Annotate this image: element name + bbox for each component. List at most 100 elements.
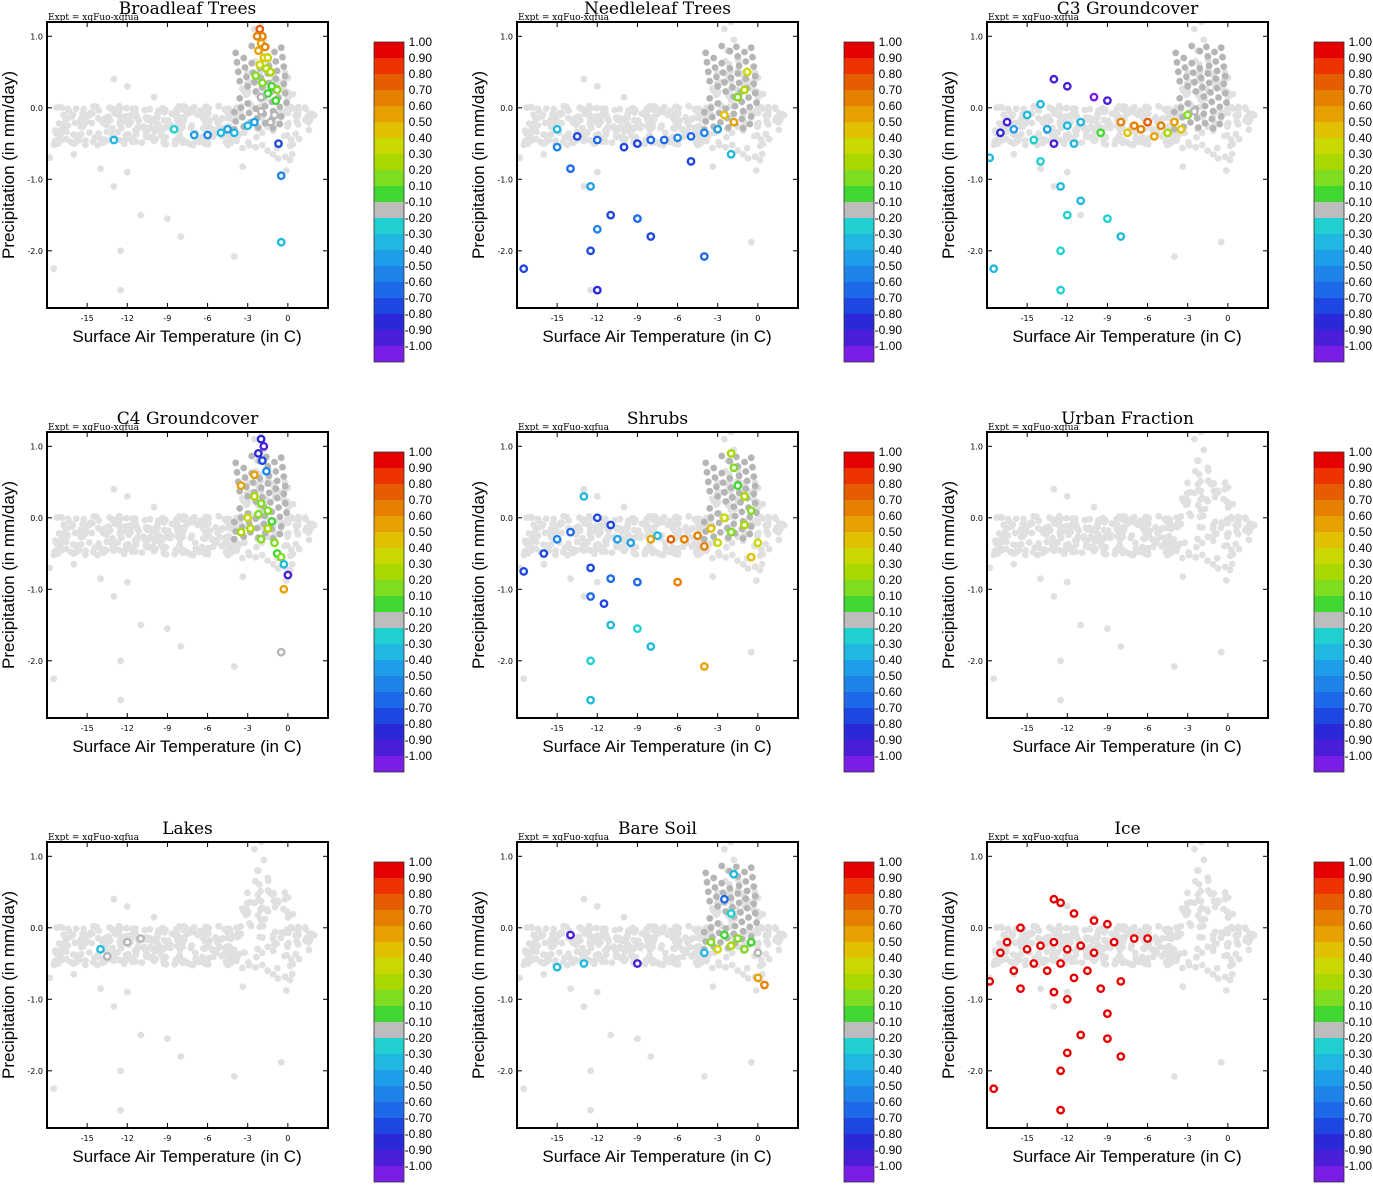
background-point	[1004, 532, 1012, 539]
background-point	[258, 949, 266, 957]
y-axis-label: Precipitation (in mm/day)	[939, 71, 958, 259]
colorbar-label: 1.00	[879, 855, 903, 869]
data-point	[267, 517, 277, 526]
neutral-point	[718, 59, 726, 67]
background-point	[129, 925, 137, 932]
colorbar-bin	[1314, 580, 1344, 596]
background-point	[775, 946, 783, 954]
neutral-point	[718, 469, 726, 477]
background-point	[762, 540, 770, 548]
background-point	[210, 946, 217, 953]
colorbar-label: -0.40	[405, 1063, 433, 1077]
neutral-point	[730, 520, 738, 528]
colorbar-label: 0.30	[409, 557, 433, 571]
colorbar-bin	[844, 1150, 874, 1166]
background-point	[1092, 545, 1100, 553]
data-point	[1062, 210, 1072, 220]
background-point	[160, 958, 168, 966]
neutral-point	[727, 74, 735, 82]
data-point	[249, 491, 259, 501]
colorbar-bin	[374, 500, 404, 516]
colorbar-bin	[1314, 644, 1344, 660]
panel-title: C4 Groundcover	[117, 409, 259, 429]
neutral-point	[244, 493, 252, 500]
background-point	[709, 983, 717, 990]
background-point	[682, 114, 689, 121]
colorbar-bin	[374, 250, 404, 266]
background-point	[751, 563, 759, 571]
background-point	[1098, 516, 1105, 523]
background-point	[1100, 548, 1108, 556]
background-point	[65, 517, 73, 525]
colorbar-bin	[1314, 548, 1344, 564]
background-point	[201, 125, 209, 133]
background-point	[1200, 36, 1208, 44]
x-tick-label: -3	[244, 1134, 252, 1143]
neutral-point	[1217, 44, 1225, 52]
background-point	[283, 951, 291, 959]
neutral-point	[713, 483, 720, 491]
colorbar-label: -0.60	[405, 1095, 433, 1109]
data-point	[1183, 110, 1193, 120]
background-point	[1094, 120, 1101, 128]
background-point	[593, 578, 601, 586]
y-tick-label: -1.0	[27, 585, 43, 594]
background-point	[294, 931, 302, 939]
neutral-point	[745, 94, 752, 101]
x-tick-label: -15	[551, 314, 564, 323]
colorbar-label: -0.10	[875, 605, 903, 619]
background-point	[1214, 565, 1222, 572]
neutral-point	[1217, 113, 1225, 120]
background-point	[712, 911, 720, 919]
data-point	[713, 124, 723, 134]
y-tick-label: 0.0	[30, 514, 43, 523]
data-point	[236, 481, 246, 490]
data-point	[257, 456, 267, 465]
neutral-point	[1192, 88, 1200, 95]
neutral-point	[1191, 78, 1198, 86]
background-point	[140, 943, 148, 950]
data-point	[746, 552, 756, 562]
background-point	[305, 126, 313, 134]
data-point	[592, 285, 602, 295]
background-point	[255, 867, 262, 874]
background-point	[1051, 517, 1059, 524]
background-point	[218, 542, 226, 550]
background-point	[176, 541, 184, 549]
background-point	[1152, 114, 1159, 121]
colorbar-label: 0.50	[1349, 115, 1373, 129]
neutral-point	[750, 473, 758, 480]
neutral-point	[265, 489, 273, 497]
background-point	[658, 927, 665, 934]
colorbar-bin	[844, 724, 874, 740]
data-point	[1129, 121, 1139, 131]
colorbar-bin	[844, 218, 874, 234]
background-point	[60, 521, 67, 529]
background-point	[1209, 971, 1217, 978]
points-layer	[47, 842, 318, 1114]
background-point	[685, 512, 693, 520]
colorbar-label: -0.70	[405, 701, 433, 715]
neutral-point	[273, 477, 281, 485]
background-point	[1080, 533, 1088, 540]
background-point	[624, 530, 631, 538]
background-point	[1185, 139, 1192, 146]
background-point	[141, 106, 149, 114]
background-point	[150, 93, 158, 101]
background-point	[258, 904, 266, 912]
data-point	[1076, 117, 1086, 127]
x-axis-label: Surface Air Temperature (in C)	[1012, 737, 1241, 756]
background-point	[50, 675, 58, 683]
y-tick-label: 1.0	[30, 442, 43, 451]
background-point	[624, 120, 631, 128]
background-point	[708, 905, 716, 912]
background-point	[72, 138, 80, 146]
background-point	[82, 551, 89, 559]
data-point	[1103, 96, 1112, 106]
background-point	[1200, 446, 1208, 454]
background-point	[579, 950, 587, 958]
data-point	[606, 574, 616, 583]
background-point	[1173, 924, 1180, 932]
colorbar-bin	[1314, 484, 1344, 500]
neutral-point	[735, 882, 743, 890]
